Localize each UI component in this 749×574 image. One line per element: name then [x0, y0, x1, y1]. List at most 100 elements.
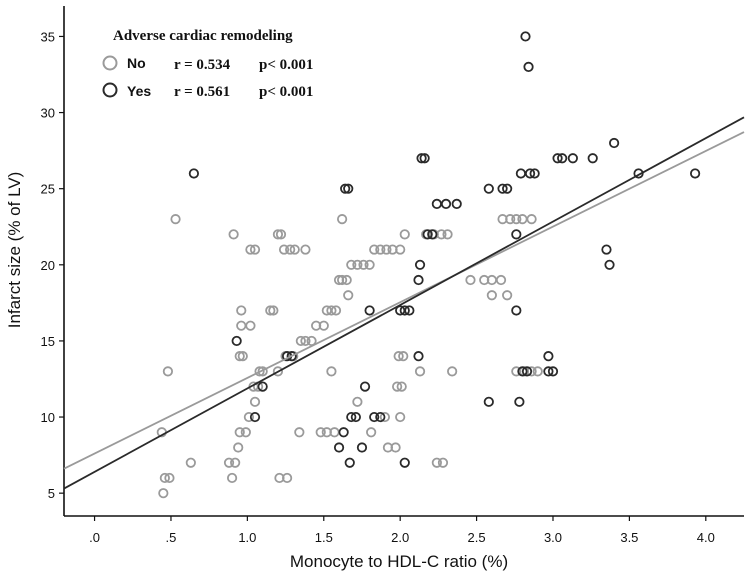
fit-line-no	[63, 131, 745, 470]
data-point-yes	[609, 137, 620, 149]
x-ticks: .0 .5 1.0 1.5 2.0 2.5 3.0 3.5 4.0	[89, 516, 715, 545]
data-point-no	[352, 396, 363, 407]
data-point-no	[526, 214, 537, 225]
x-tick-label: 2.5	[468, 530, 486, 545]
data-point-no	[495, 274, 507, 286]
data-point-no	[164, 472, 175, 484]
data-point-no	[337, 274, 348, 286]
x-tick-label: 2.0	[391, 530, 409, 545]
y-tick-label: 15	[41, 334, 55, 349]
data-point-yes	[356, 442, 368, 453]
data-point-no	[162, 366, 174, 377]
data-point-yes	[511, 229, 522, 240]
data-point-no	[237, 351, 248, 362]
y-axis-title: Infarct size (% of LV)	[5, 172, 24, 329]
fit-line-yes	[63, 116, 745, 490]
data-point-yes	[567, 153, 578, 164]
x-tick-label: 1.5	[315, 530, 333, 545]
data-point-no	[337, 214, 348, 225]
data-point-yes	[364, 305, 375, 316]
data-point-no	[306, 335, 317, 347]
data-point-no	[278, 244, 290, 255]
data-point-yes	[399, 457, 410, 468]
data-point-no	[379, 411, 390, 423]
data-point-no	[366, 427, 377, 438]
data-point-no	[282, 472, 293, 484]
data-point-no	[185, 457, 196, 468]
data-point-yes	[431, 198, 442, 210]
data-point-yes	[520, 31, 531, 42]
data-point-no	[265, 305, 276, 316]
data-point-yes	[440, 198, 452, 210]
fit-lines	[63, 116, 745, 490]
data-point-no	[245, 320, 256, 331]
data-point-no	[243, 411, 254, 423]
data-point-yes	[543, 351, 554, 362]
data-point-no	[396, 381, 407, 392]
y-tick-label: 10	[41, 410, 55, 425]
data-point-no	[234, 427, 245, 438]
data-point-yes	[604, 259, 615, 270]
data-point-no	[257, 366, 268, 377]
data-point-yes	[511, 305, 522, 316]
data-point-yes	[419, 153, 430, 164]
data-point-yes	[338, 427, 349, 438]
legend: Adverse cardiac remodeling No r = 0.534 …	[102, 28, 313, 100]
data-point-no	[326, 366, 337, 377]
data-point-no	[236, 320, 247, 331]
data-point-no	[343, 290, 354, 301]
data-point-no	[532, 366, 543, 377]
data-point-yes	[524, 168, 536, 179]
data-point-no	[170, 214, 181, 225]
data-point-no	[511, 214, 522, 225]
data-point-yes	[557, 153, 568, 164]
data-point-no	[442, 229, 453, 240]
data-point-no	[226, 472, 238, 484]
data-point-no	[330, 305, 342, 316]
data-point-no	[272, 229, 284, 240]
y-tick-label: 20	[41, 258, 55, 273]
data-point-yes	[552, 153, 563, 164]
data-point-yes	[333, 442, 345, 453]
x-tick-label: 1.0	[238, 530, 256, 545]
data-point-no	[395, 411, 406, 423]
y-tick-label: 30	[41, 106, 55, 121]
data-point-yes	[601, 244, 612, 255]
data-point-no	[437, 457, 449, 468]
data-point-no	[465, 274, 476, 286]
legend-marker-yes	[102, 82, 118, 98]
data-point-yes	[346, 411, 357, 423]
y-tick-label: 5	[48, 486, 55, 501]
legend-label-no: No	[127, 55, 146, 71]
legend-p-no: p< 0.001	[259, 57, 313, 73]
data-point-no	[300, 244, 311, 255]
data-point-no	[505, 214, 516, 225]
data-point-yes	[502, 183, 513, 194]
x-axis-title: Monocyte to HDL-C ratio (%)	[290, 552, 508, 571]
data-point-yes	[515, 168, 526, 179]
data-point-yes	[543, 366, 554, 377]
data-point-no	[249, 244, 261, 255]
data-point-no	[159, 472, 170, 484]
data-point-no	[295, 335, 306, 347]
x-tick-label: 4.0	[697, 530, 715, 545]
data-point-no	[346, 259, 357, 270]
legend-marker-no	[102, 55, 118, 71]
y-tick-label: 25	[41, 182, 55, 197]
data-point-yes	[690, 168, 701, 179]
data-points	[156, 31, 701, 499]
data-point-yes	[422, 229, 433, 240]
data-point-yes	[369, 411, 380, 423]
data-point-no	[275, 229, 287, 240]
y-tick-label: 35	[41, 29, 55, 44]
data-point-no	[249, 396, 261, 407]
data-point-no	[245, 244, 256, 255]
x-tick-label: 3.0	[544, 530, 562, 545]
data-point-no	[502, 290, 513, 301]
x-tick-label: .0	[89, 530, 100, 545]
data-point-yes	[514, 396, 525, 407]
data-point-no	[341, 274, 352, 286]
data-point-no	[294, 427, 305, 438]
data-point-yes	[286, 351, 297, 362]
